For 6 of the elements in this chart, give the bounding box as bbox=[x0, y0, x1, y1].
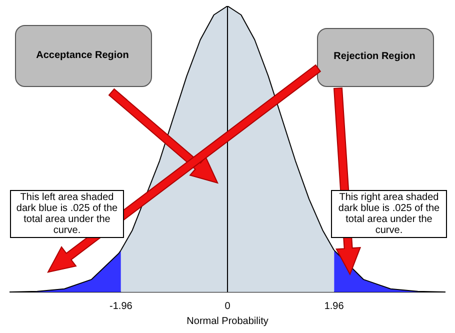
annotation: This left area shaded dark blue is .025 of the total area under the curve. bbox=[10, 190, 124, 238]
x-tick-label: -1.96 bbox=[110, 300, 133, 312]
x-tick-label: 1.96 bbox=[324, 300, 344, 312]
x-axis-title: Normal Probability bbox=[186, 316, 268, 327]
annotation: This right area shaded dark blue is .025 of the total area under the curve. bbox=[331, 190, 447, 238]
x-tick-label: 0 bbox=[224, 300, 231, 312]
